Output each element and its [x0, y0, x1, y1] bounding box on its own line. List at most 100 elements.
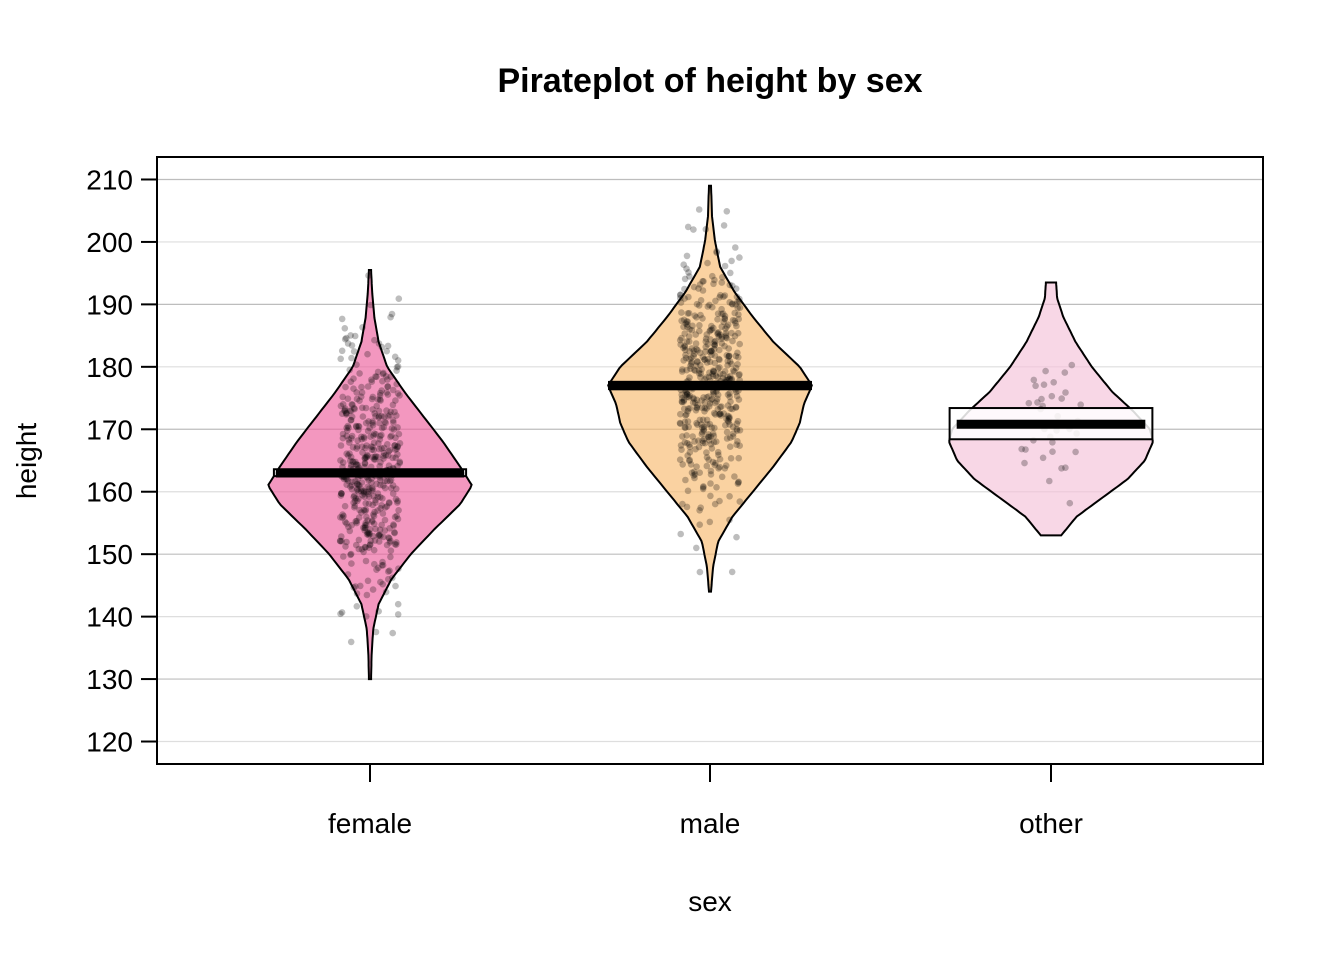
data-point: [710, 340, 718, 348]
data-point: [691, 438, 698, 445]
data-point: [381, 484, 389, 492]
data-point: [713, 249, 720, 256]
data-point: [729, 301, 736, 308]
data-point: [684, 407, 692, 415]
data-point: [683, 432, 690, 439]
data-point: [693, 463, 700, 471]
data-point: [392, 582, 399, 590]
data-point: [359, 413, 367, 420]
data-point: [680, 396, 688, 404]
data-point: [367, 541, 374, 548]
data-point: [381, 418, 389, 426]
data-point: [353, 486, 361, 494]
data-point: [714, 316, 721, 323]
data-point: [700, 278, 707, 285]
data-point: [727, 405, 734, 412]
data-point: [370, 456, 378, 463]
data-point: [355, 422, 362, 430]
data-point: [385, 534, 392, 541]
data-point: [361, 459, 369, 467]
data-point: [357, 393, 365, 401]
data-point: [713, 438, 720, 446]
data-point: [360, 433, 368, 441]
data-point: [378, 412, 385, 420]
data-point: [1046, 477, 1053, 485]
data-point: [372, 412, 379, 420]
data-point: [393, 485, 400, 493]
data-point: [726, 358, 734, 365]
data-point: [695, 437, 702, 445]
data-point: [364, 383, 372, 390]
data-point: [715, 355, 723, 363]
data-point: [392, 434, 399, 442]
data-point: [358, 433, 365, 441]
data-point: [684, 405, 692, 413]
data-point: [726, 393, 733, 401]
data-point: [706, 301, 713, 309]
data-point: [709, 303, 716, 311]
data-point: [678, 317, 685, 325]
data-point: [389, 629, 397, 637]
data-point: [368, 395, 376, 403]
data-point: [732, 352, 740, 360]
data-point: [393, 539, 400, 546]
data-point: [678, 398, 686, 406]
data-point: [686, 348, 693, 355]
data-point: [680, 261, 687, 269]
data-point: [339, 514, 346, 521]
data-point: [699, 484, 707, 491]
data-point: [350, 584, 358, 591]
data-point: [696, 327, 703, 335]
data-point: [373, 566, 380, 573]
data-point: [375, 413, 383, 420]
data-point: [718, 403, 725, 410]
data-point: [704, 303, 712, 310]
data-point: [386, 411, 394, 419]
data-point: [696, 349, 704, 357]
data-point: [703, 331, 711, 338]
data-point: [705, 393, 712, 400]
data-point: [697, 370, 705, 378]
data-point: [378, 502, 385, 509]
data-point: [338, 347, 346, 355]
data-point: [714, 406, 722, 413]
data-point: [370, 432, 377, 439]
data-point: [736, 298, 743, 306]
data-point: [387, 484, 395, 492]
data-point: [338, 533, 345, 540]
data-point: [680, 405, 688, 413]
data-point: [678, 398, 686, 405]
data-point: [370, 439, 378, 446]
data-point: [347, 638, 355, 646]
data-point: [706, 420, 714, 428]
data-point: [369, 453, 376, 461]
data-point: [678, 446, 685, 454]
data-point: [364, 530, 372, 537]
data-point: [726, 352, 733, 360]
data-point: [365, 488, 373, 496]
data-point: [340, 553, 347, 560]
data-point: [344, 571, 352, 578]
data-point: [372, 453, 380, 460]
data-point: [378, 521, 386, 529]
data-point: [683, 265, 690, 273]
data-point: [727, 269, 734, 277]
data-point: [374, 396, 382, 403]
data-point: [352, 583, 359, 590]
data-point: [367, 537, 375, 545]
data-point: [718, 305, 725, 313]
data-point: [385, 568, 392, 575]
data-point: [376, 477, 384, 484]
data-point: [688, 360, 695, 367]
data-point: [347, 416, 355, 424]
data-point: [720, 370, 727, 378]
data-point: [359, 449, 366, 456]
data-point: [368, 376, 375, 384]
data-point: [343, 481, 351, 489]
data-point: [371, 410, 379, 417]
data-point: [676, 419, 684, 427]
data-point: [359, 491, 366, 499]
y-tick-label: 210: [86, 164, 133, 195]
data-point: [693, 345, 700, 353]
data-point: [735, 311, 742, 318]
